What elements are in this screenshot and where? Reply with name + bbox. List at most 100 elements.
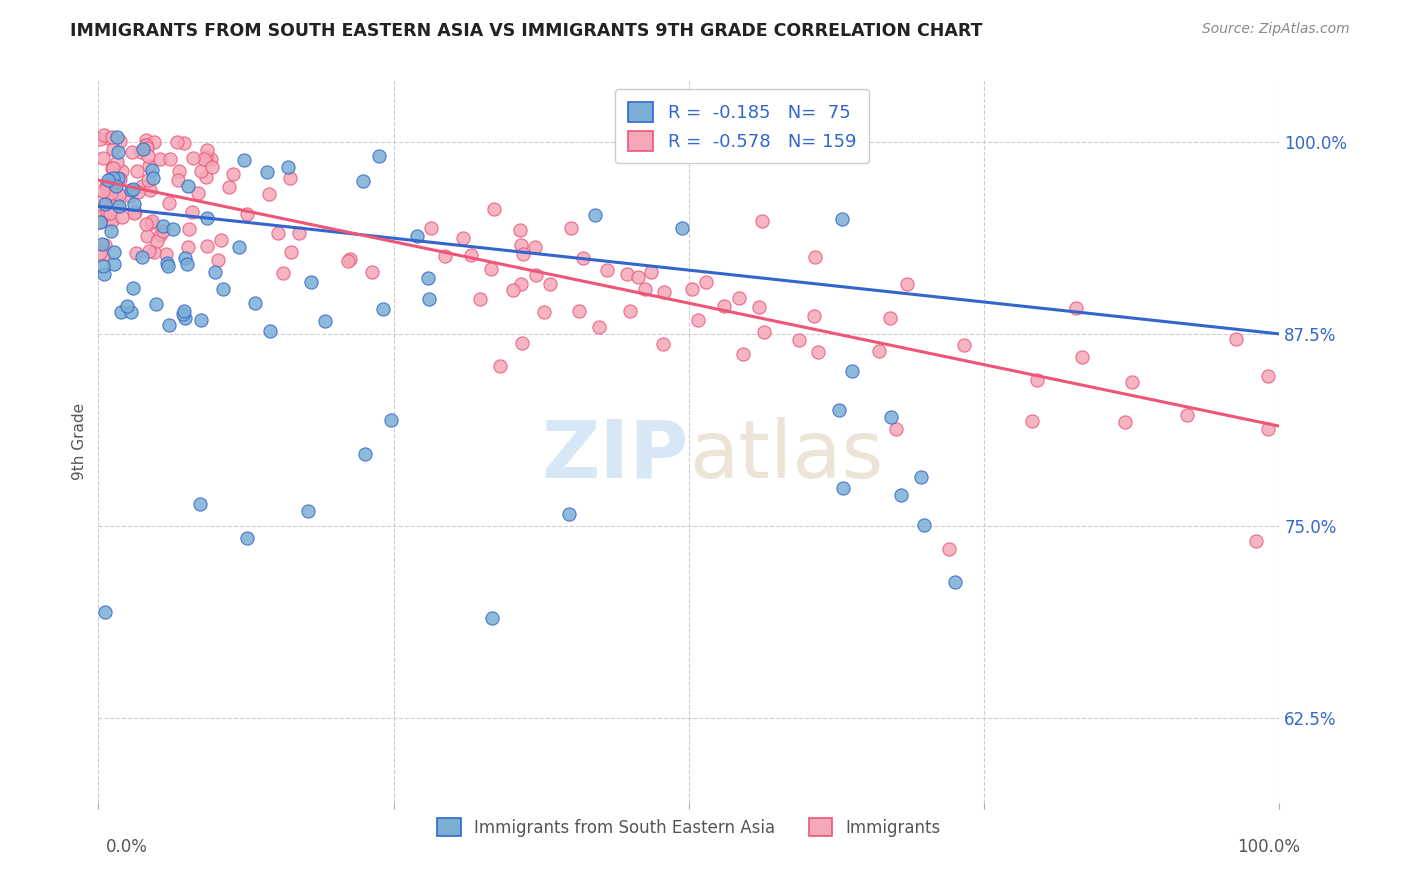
Point (96, 203, 118, 218)
Point (368, 149, 391, 163)
Point (91, 260, 114, 274)
Point (93, 193, 115, 207)
Point (259, 324, 281, 338)
Point (1114, 415, 1136, 429)
Point (235, 207, 257, 221)
Point (156, 259, 179, 273)
Point (162, 221, 184, 235)
Point (97, 173, 120, 187)
Point (152, 219, 174, 233)
Text: atlas: atlas (689, 417, 883, 495)
Point (176, 257, 198, 271)
Point (828, 403, 851, 417)
Point (177, 179, 200, 194)
Point (188, 497, 211, 511)
Point (380, 412, 402, 426)
Point (94, 196, 117, 211)
Point (460, 248, 482, 262)
Point (101, 161, 124, 175)
Y-axis label: 9th Grade: 9th Grade (72, 403, 87, 480)
Point (91, 209, 114, 223)
Point (1257, 369, 1279, 384)
Point (167, 164, 190, 178)
Point (89, 245, 111, 260)
Point (93, 128, 115, 143)
Point (110, 305, 132, 319)
Point (142, 135, 165, 149)
Point (131, 178, 153, 193)
Point (103, 257, 125, 271)
Point (509, 223, 531, 237)
Point (572, 251, 595, 265)
Point (510, 335, 533, 350)
Point (138, 159, 160, 173)
Point (1121, 375, 1143, 389)
Point (100, 170, 122, 185)
Point (173, 304, 195, 318)
Point (1021, 414, 1043, 428)
Point (361, 264, 384, 278)
Point (105, 179, 128, 194)
Point (713, 299, 735, 313)
Point (221, 167, 243, 181)
Point (371, 302, 394, 317)
Point (280, 170, 302, 185)
Point (152, 223, 174, 237)
Point (533, 305, 555, 319)
Point (479, 261, 502, 276)
Point (652, 285, 675, 299)
Point (353, 174, 375, 188)
Point (197, 144, 219, 158)
Point (627, 270, 650, 285)
Point (523, 240, 546, 254)
Point (177, 222, 200, 236)
Point (731, 346, 754, 360)
Point (288, 226, 311, 240)
Point (502, 283, 524, 297)
Point (120, 183, 142, 197)
Point (418, 271, 440, 285)
Point (193, 153, 215, 167)
Point (127, 185, 149, 199)
Point (97, 131, 120, 145)
Point (751, 214, 773, 228)
Point (148, 152, 170, 166)
Point (418, 292, 440, 306)
Text: IMMIGRANTS FROM SOUTH EASTERN ASIA VS IMMIGRANTS 9TH GRADE CORRELATION CHART: IMMIGRANTS FROM SOUTH EASTERN ASIA VS IM… (70, 22, 983, 40)
Point (139, 215, 162, 229)
Text: Source: ZipAtlas.com: Source: ZipAtlas.com (1202, 22, 1350, 37)
Point (93, 267, 115, 281)
Point (207, 253, 229, 268)
Point (121, 145, 143, 160)
Point (135, 217, 157, 231)
Point (634, 282, 657, 296)
Point (100, 206, 122, 220)
Point (107, 174, 129, 188)
Point (141, 162, 163, 177)
Point (297, 504, 319, 518)
Text: 0.0%: 0.0% (105, 838, 148, 855)
Point (139, 183, 162, 197)
Point (173, 136, 195, 150)
Point (686, 313, 709, 327)
Point (1071, 350, 1094, 364)
Point (354, 447, 377, 461)
Point (136, 140, 159, 154)
Point (115, 299, 138, 313)
Point (122, 206, 145, 220)
Point (157, 196, 180, 211)
Point (91, 184, 114, 198)
Point (136, 229, 159, 244)
Point (232, 153, 254, 168)
Point (640, 265, 662, 279)
Point (280, 244, 302, 259)
Point (588, 319, 610, 334)
Point (896, 277, 918, 291)
Point (512, 247, 534, 261)
Point (190, 163, 212, 178)
Point (243, 296, 266, 310)
Point (787, 333, 810, 347)
Point (173, 310, 195, 325)
Point (94, 605, 117, 619)
Point (89, 215, 111, 229)
